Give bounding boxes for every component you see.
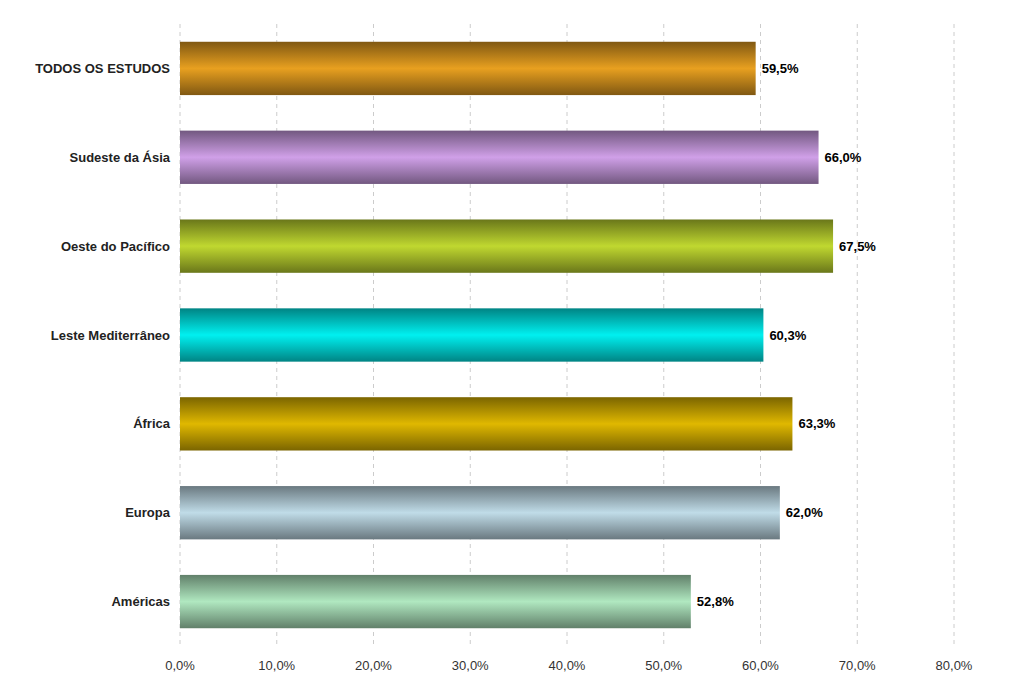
y-axis: TODOS OS ESTUDOS Sudeste da Ásia Oeste do …: [35, 61, 171, 609]
x-axis: 0,0% 10,0% 20,0% 30,0% 40,0% 50,0% 60,0% 70,0% 8…: [165, 658, 973, 673]
data-label: 52,8%: [697, 594, 734, 609]
x-tick-label: 30,0%: [452, 658, 489, 673]
bar: [180, 575, 691, 628]
category-label: Sudeste da Ásia: [70, 150, 171, 165]
x-tick-label: 80,0%: [936, 658, 973, 673]
grid-line: [954, 24, 955, 646]
grid: [180, 24, 954, 646]
bar: [180, 131, 819, 184]
data-label: 59,5%: [762, 61, 799, 76]
category-label: Europa: [125, 505, 171, 520]
category-label: Oeste do Pacífico: [61, 239, 170, 254]
data-label: 66,0%: [825, 150, 862, 165]
chart-svg: 0,0% 10,0% 20,0% 30,0% 40,0% 50,0% 60,0% 70,0% 8…: [0, 0, 1024, 696]
x-tick-label: 60,0%: [742, 658, 779, 673]
bar: [180, 397, 792, 450]
x-tick-label: 40,0%: [549, 658, 586, 673]
category-label: TODOS OS ESTUDOS: [35, 61, 170, 76]
data-label: 63,3%: [798, 416, 835, 431]
data-label: 62,0%: [786, 505, 823, 520]
bar: [180, 486, 780, 539]
x-tick-label: 0,0%: [165, 658, 195, 673]
chart-container: 0,0% 10,0% 20,0% 30,0% 40,0% 50,0% 60,0% 70,0% 8…: [0, 0, 1024, 696]
x-tick-label: 50,0%: [645, 658, 682, 673]
data-label: 67,5%: [839, 239, 876, 254]
bar: [180, 219, 833, 272]
bar: [180, 308, 763, 361]
bar: [180, 42, 756, 95]
x-tick-label: 10,0%: [258, 658, 295, 673]
category-label: Leste Mediterrâneo: [51, 328, 170, 343]
category-label: Américas: [111, 594, 170, 609]
grid-line: [857, 24, 858, 646]
data-labels: 59,5% 66,0% 67,5% 60,3% 63,3% 62,0% 52,8%: [697, 61, 877, 609]
category-label: África: [133, 416, 171, 431]
x-tick-label: 70,0%: [839, 658, 876, 673]
x-tick-label: 20,0%: [355, 658, 392, 673]
bars: [180, 42, 833, 628]
data-label: 60,3%: [769, 328, 806, 343]
